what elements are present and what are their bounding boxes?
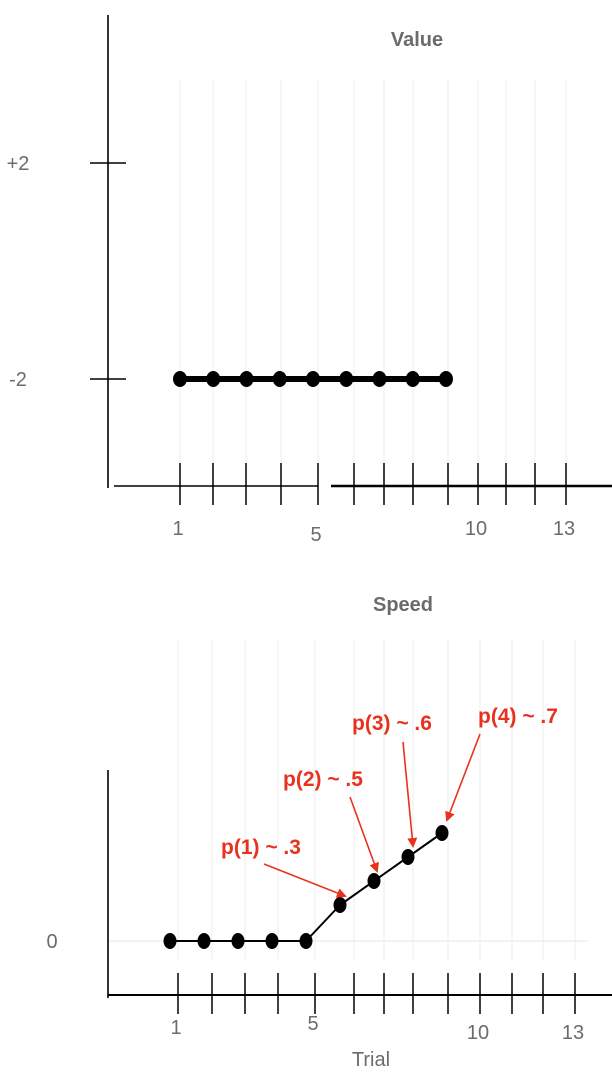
- data-point: [401, 849, 415, 865]
- annotation-label: p(2) ~ .5: [283, 768, 363, 791]
- annotation-arrow: [402, 741, 418, 848]
- data-point: [173, 371, 187, 387]
- series-line: [170, 832, 443, 942]
- x-axis-label: Trial: [352, 1049, 390, 1071]
- x-tick-label: 1: [172, 518, 183, 540]
- annotation-label: p(4) ~ .7: [478, 705, 558, 728]
- data-point: [239, 371, 254, 387]
- data-point: [231, 933, 245, 949]
- x-tick-label: 5: [310, 524, 321, 546]
- annotation-label: p(1) ~ .3: [221, 836, 301, 859]
- data-point: [299, 933, 313, 949]
- data-point: [206, 371, 221, 387]
- x-tick-label: 13: [562, 1022, 584, 1044]
- x-tick-label: 10: [465, 518, 487, 540]
- data-point: [435, 825, 449, 841]
- x-tick-label: 1: [170, 1017, 181, 1039]
- annotation-arrow: [349, 796, 379, 873]
- y-tick-label: 0: [46, 931, 57, 953]
- data-point: [372, 371, 387, 387]
- data-point: [163, 933, 177, 949]
- y-tick-label: +2: [7, 153, 30, 175]
- x-tick-label: 10: [467, 1022, 489, 1044]
- data-point: [439, 371, 453, 387]
- data-point: [339, 371, 354, 387]
- data-point: [265, 933, 279, 949]
- value-chart: Value +2 -2 1 5 10 13: [7, 15, 612, 546]
- data-point: [333, 897, 347, 913]
- data-point: [272, 371, 287, 387]
- data-point: [197, 933, 211, 949]
- x-tick-label: 5: [307, 1013, 318, 1035]
- speed-chart: Speed 0 1 5 10 13 Trial p(1) ~ .3 p(2) ~ .5 p(3) …: [46, 594, 612, 1071]
- annotation-arrow: [445, 733, 481, 822]
- data-point: [367, 873, 381, 889]
- annotation-arrow: [263, 863, 347, 898]
- annotation-label: p(3) ~ .6: [352, 712, 432, 735]
- data-point: [306, 371, 320, 387]
- y-tick-label: -2: [9, 369, 27, 391]
- chart-title: Value: [391, 29, 443, 51]
- chart-title: Speed: [373, 594, 433, 616]
- x-tick-label: 13: [553, 518, 575, 540]
- data-point: [405, 371, 420, 387]
